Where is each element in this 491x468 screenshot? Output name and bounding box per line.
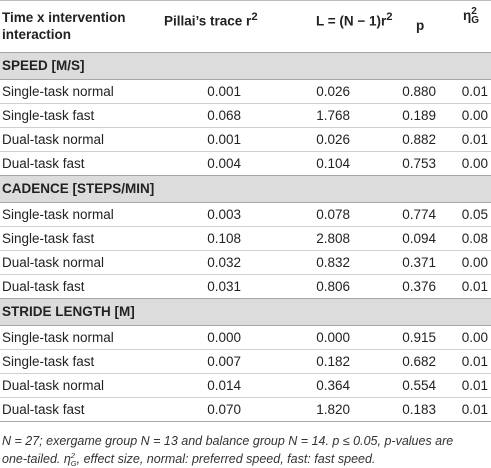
footnote-line2-part2: , effect size, normal: preferred speed, … <box>76 452 376 466</box>
cell-p: 0.682 <box>402 354 436 369</box>
cell-l: 0.026 <box>316 132 350 147</box>
cell-pillai: 0.070 <box>207 402 241 417</box>
header-eta-sup: 2 <box>471 6 477 18</box>
cell-pillai: 0.068 <box>207 108 241 123</box>
cell-eta: 0.00 <box>461 255 488 270</box>
cell-p: 0.774 <box>402 207 436 222</box>
header-interaction-line2: interaction <box>2 27 72 42</box>
cell-pillai: 0.003 <box>207 207 241 222</box>
table-row: Single-task fast 0.108 2.808 0.094 0.08 <box>0 227 491 251</box>
cell-eta: 0.01 <box>461 279 488 294</box>
cell-p: 0.753 <box>402 156 436 171</box>
cell-pillai: 0.001 <box>207 84 241 99</box>
table-row: Dual-task fast 0.031 0.806 0.376 0.01 <box>0 275 491 298</box>
section-header: SPEED [M/S] <box>0 52 491 80</box>
row-label: Single-task fast <box>2 108 95 123</box>
cell-p: 0.880 <box>402 84 436 99</box>
cell-pillai: 0.014 <box>207 378 241 393</box>
section-header: CADENCE [STEPS/MIN] <box>0 175 491 203</box>
cell-l: 0.078 <box>316 207 350 222</box>
cell-p: 0.189 <box>402 108 436 123</box>
row-label: Single-task normal <box>2 330 114 345</box>
table-row: Dual-task normal 0.014 0.364 0.554 0.01 <box>0 374 491 398</box>
cell-pillai: 0.032 <box>207 255 241 270</box>
cell-eta: 0.01 <box>461 132 488 147</box>
cell-p: 0.915 <box>402 330 436 345</box>
cell-pillai: 0.007 <box>207 354 241 369</box>
header-interaction: Time x intervention interaction <box>2 9 126 43</box>
table-row: Dual-task normal 0.001 0.026 0.882 0.01 <box>0 128 491 152</box>
table-bottom-rule <box>0 421 491 422</box>
cell-l: 0.000 <box>316 330 350 345</box>
row-label: Dual-task fast <box>2 156 85 171</box>
row-label: Single-task normal <box>2 84 114 99</box>
header-pillai-text: Pillai’s trace r <box>164 13 252 29</box>
header-interaction-line1: Time x intervention <box>2 10 126 25</box>
table-row: Dual-task fast 0.004 0.104 0.753 0.00 <box>0 152 491 175</box>
cell-l: 2.808 <box>316 231 350 246</box>
header-pillai-sup: 2 <box>251 11 258 23</box>
row-label: Dual-task fast <box>2 279 85 294</box>
table-row: Single-task normal 0.003 0.078 0.774 0.05 <box>0 203 491 227</box>
table-footnote: N = 27; exergame group N = 13 and balanc… <box>0 422 491 468</box>
section-header: STRIDE LENGTH [M] <box>0 298 491 326</box>
row-label: Dual-task normal <box>2 255 105 270</box>
cell-eta: 0.00 <box>461 108 488 123</box>
cell-p: 0.376 <box>402 279 436 294</box>
cell-pillai: 0.004 <box>207 156 241 171</box>
table-row: Dual-task normal 0.032 0.832 0.371 0.00 <box>0 251 491 275</box>
cell-p: 0.183 <box>402 402 436 417</box>
cell-pillai: 0.000 <box>207 330 241 345</box>
footnote-eta-sup: 2 <box>70 450 75 460</box>
row-label: Single-task fast <box>2 354 95 369</box>
cell-pillai: 0.031 <box>207 279 241 294</box>
table-row: Single-task normal 0.000 0.000 0.915 0.00 <box>0 326 491 350</box>
cell-p: 0.554 <box>402 378 436 393</box>
cell-eta: 0.01 <box>461 402 488 417</box>
footnote-eta-sub: G <box>70 458 77 468</box>
cell-l: 1.820 <box>316 402 350 417</box>
cell-p: 0.371 <box>402 255 436 270</box>
row-label: Single-task fast <box>2 231 95 246</box>
results-table: Time x intervention interaction Pillai’s… <box>0 0 491 422</box>
footnote-line2-part1: one-tailed. η <box>2 452 71 466</box>
header-eta-sub: G <box>471 15 480 27</box>
row-label: Dual-task fast <box>2 402 85 417</box>
cell-l: 0.806 <box>316 279 350 294</box>
footnote-line1: N = 27; exergame group N = 13 and balanc… <box>2 434 454 448</box>
header-l-sup: 2 <box>386 11 393 23</box>
cell-eta: 0.01 <box>461 354 488 369</box>
cell-l: 0.182 <box>316 354 350 369</box>
cell-eta: 0.08 <box>461 231 488 246</box>
cell-eta: 0.01 <box>461 84 488 99</box>
table-body: SPEED [M/S] Single-task normal 0.001 0.026 0… <box>0 52 491 421</box>
cell-p: 0.094 <box>402 231 436 246</box>
row-label: Dual-task normal <box>2 132 105 147</box>
cell-l: 0.026 <box>316 84 350 99</box>
cell-pillai: 0.108 <box>207 231 241 246</box>
table-header: Time x intervention interaction Pillai’s… <box>0 0 491 52</box>
table-row: Single-task fast 0.068 1.768 0.189 0.00 <box>0 104 491 128</box>
header-pillai: Pillai’s trace r2 <box>164 9 258 30</box>
cell-eta: 0.01 <box>461 378 488 393</box>
header-l-text: L = (N − 1)r <box>316 13 387 29</box>
table-row: Dual-task fast 0.070 1.820 0.183 0.01 <box>0 398 491 421</box>
header-p: p <box>416 18 425 33</box>
cell-eta: 0.00 <box>461 330 488 345</box>
cell-pillai: 0.001 <box>207 132 241 147</box>
row-label: Dual-task normal <box>2 378 105 393</box>
cell-l: 0.364 <box>316 378 350 393</box>
cell-l: 0.832 <box>316 255 350 270</box>
header-l-statistic: L = (N − 1)r2 <box>316 9 393 30</box>
header-eta-symbol: η <box>463 8 472 23</box>
table-row: Single-task normal 0.001 0.026 0.880 0.01 <box>0 80 491 104</box>
cell-eta: 0.00 <box>461 156 488 171</box>
cell-eta: 0.05 <box>461 207 488 222</box>
row-label: Single-task normal <box>2 207 114 222</box>
cell-p: 0.882 <box>402 132 436 147</box>
cell-l: 0.104 <box>316 156 350 171</box>
cell-l: 1.768 <box>316 108 350 123</box>
table-row: Single-task fast 0.007 0.182 0.682 0.01 <box>0 350 491 374</box>
